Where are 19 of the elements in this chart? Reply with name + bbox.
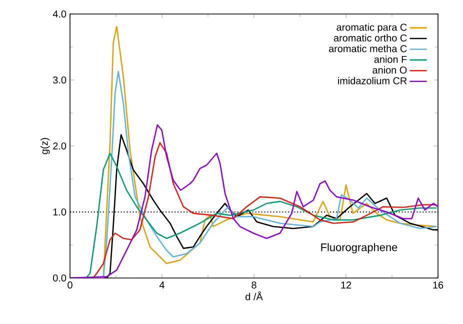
x-tick-label: 12 — [341, 282, 352, 288]
y-tick-label: 1.0 — [53, 208, 66, 216]
x-axis-title: d /Å — [246, 291, 263, 300]
legend-label: anion O — [372, 66, 407, 74]
y-tick-label: 3.0 — [53, 76, 66, 84]
legend-label: imidazolium CR — [338, 77, 407, 84]
x-tick-label: 4 — [159, 282, 164, 288]
y-tick-label: 4.0 — [52, 10, 66, 18]
y-axis-title: g(z) — [40, 138, 50, 154]
annotation: Fluorographene — [321, 243, 398, 254]
legend-label: aromatic metha C — [328, 44, 407, 52]
y-tick-label: 0.0 — [53, 274, 66, 282]
x-tick-label: 8 — [252, 282, 256, 289]
x-tick-label: 0 — [68, 282, 72, 289]
legend-label: aromatic para C — [336, 23, 407, 33]
legend-label: anion F — [374, 56, 407, 63]
y-tick-label: 2.0 — [53, 142, 66, 150]
legend-label: aromatic ortho C — [334, 34, 407, 42]
x-tick-label: 16 — [433, 282, 444, 289]
